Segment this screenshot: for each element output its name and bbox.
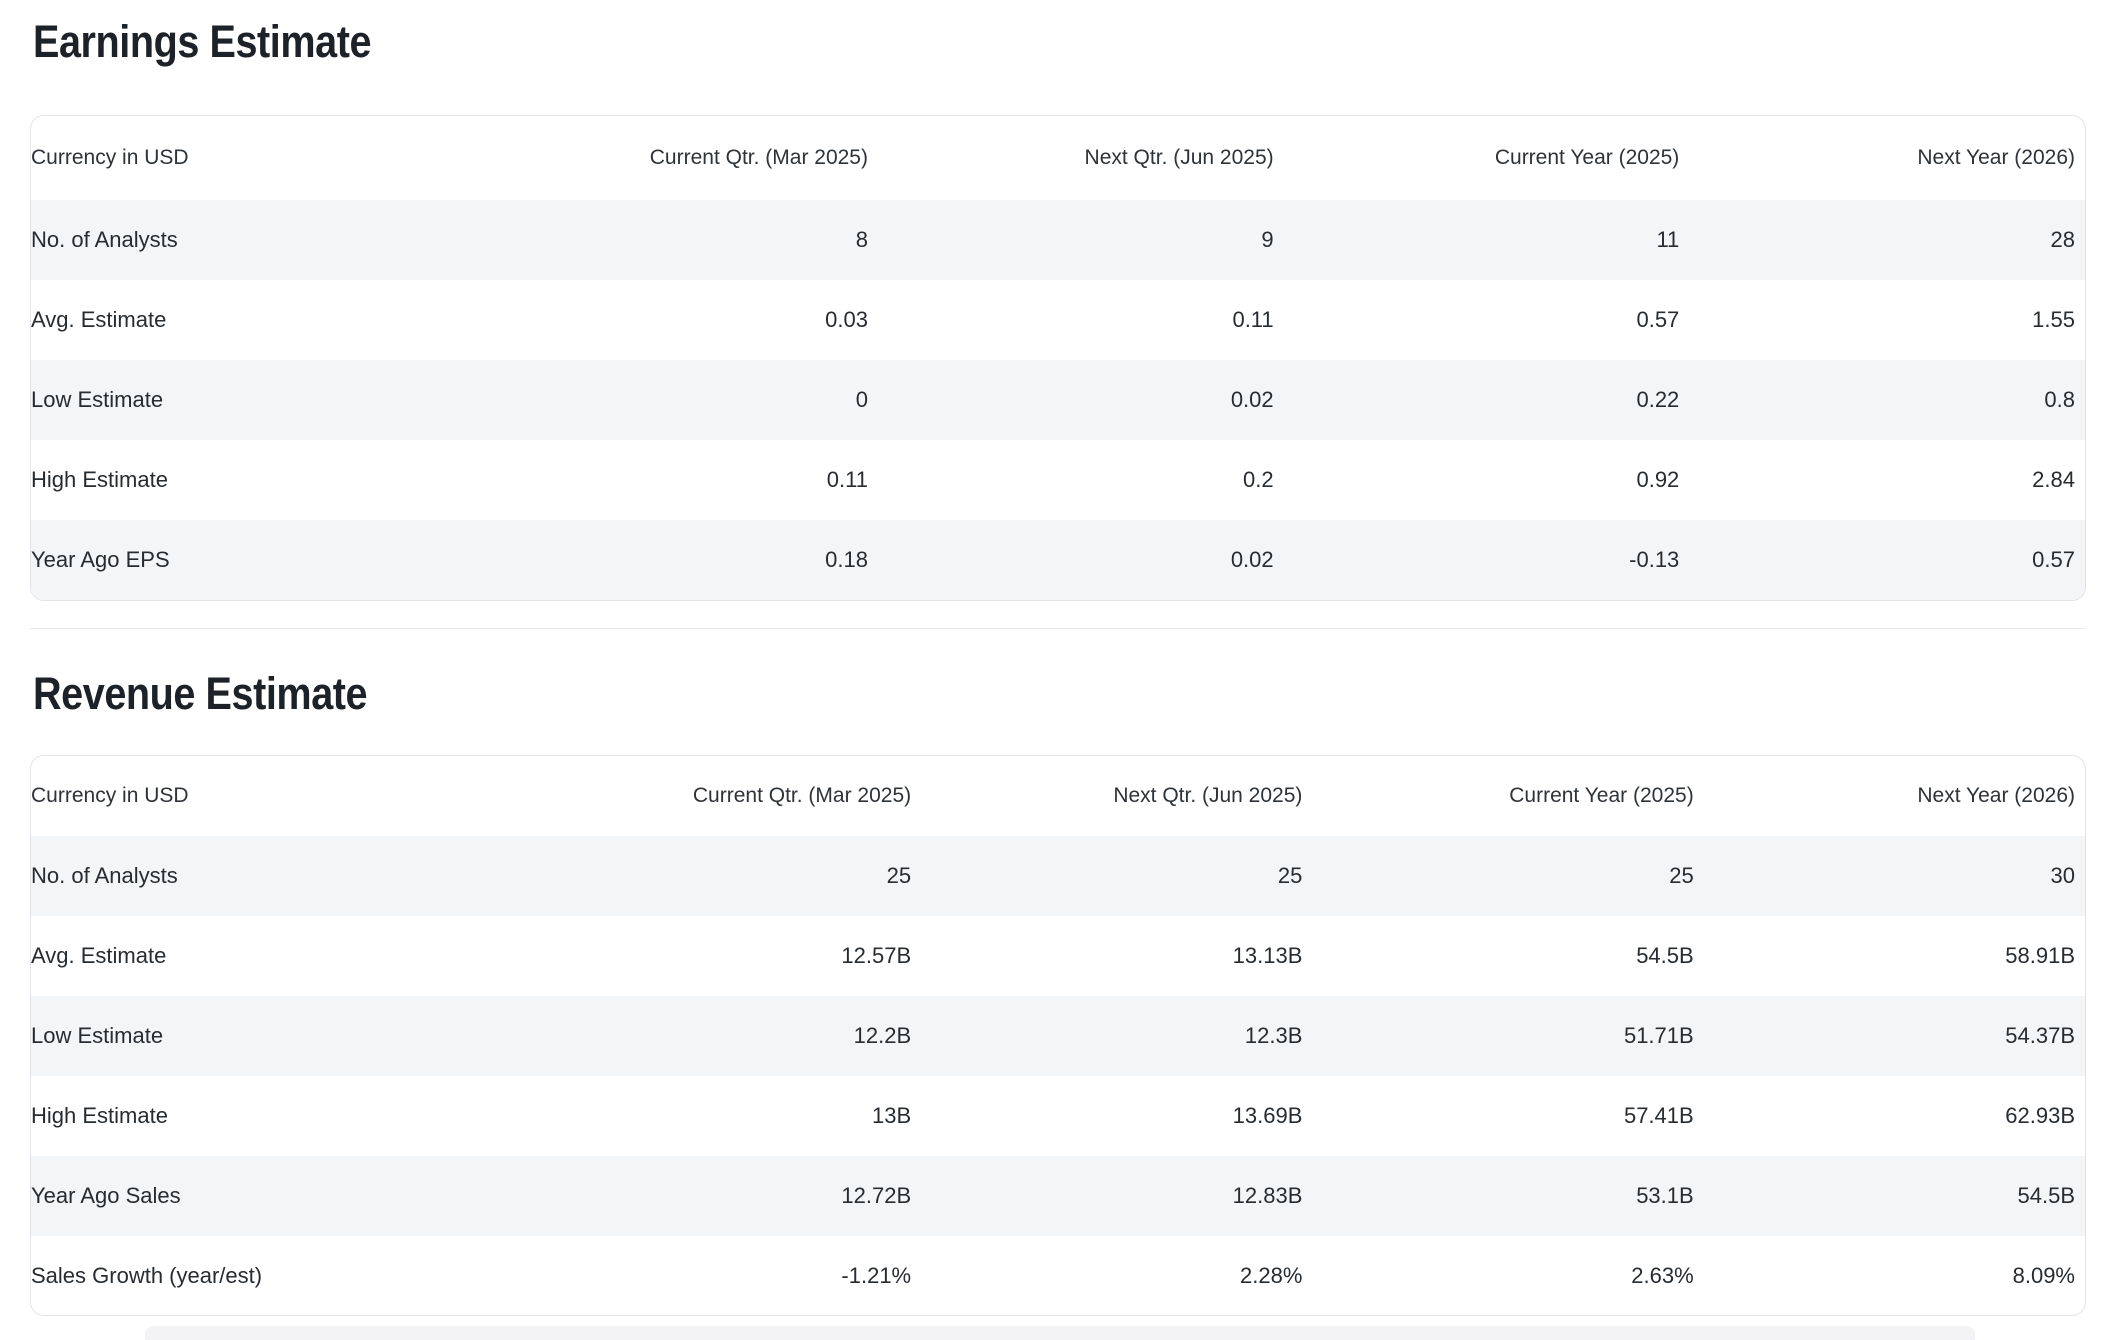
table-cell: 51.71B — [1302, 996, 1694, 1076]
table-cell: -1.21% — [841, 1263, 912, 1288]
table-cell: 54.37B — [1693, 996, 2085, 1076]
row-label: Low Estimate — [31, 360, 463, 440]
table-cell: 2.84 — [2032, 467, 2075, 492]
row-label: Sales Growth (year/est) — [31, 1263, 263, 1288]
table-cell: 13B — [871, 1103, 912, 1128]
row-label: No. of Analysts — [31, 200, 463, 280]
table-cell: 53.1B — [1302, 1156, 1694, 1236]
column-header-current-year: Current Year (2025) — [1494, 146, 1680, 169]
table-cell: -0.13 — [1273, 520, 1680, 600]
table-row: High Estimate 0.11 0.2 0.92 2.84 — [31, 440, 2085, 520]
table-cell: 62.93B — [2005, 1103, 2075, 1128]
table-cell: 0.57 — [1679, 520, 2085, 600]
row-label: Low Estimate — [31, 996, 520, 1076]
section-divider — [30, 628, 2086, 629]
table-cell: 54.5B — [1693, 1156, 2085, 1236]
table-cell: 0.92 — [1636, 467, 1680, 492]
revenue-estimate-card: Currency in USD Current Qtr. (Mar 2025) … — [30, 755, 2086, 1316]
table-row: High Estimate 13B 13.69B 57.41B 62.93B — [31, 1076, 2085, 1156]
table-cell: 25 — [911, 836, 1303, 916]
table-row: Avg. Estimate 12.57B 13.13B 54.5B 58.91B — [31, 916, 2085, 996]
table-row: Year Ago EPS 0.18 0.02 -0.13 0.57 — [31, 520, 2085, 600]
column-header-next-qtr: Next Qtr. (Jun 2025) — [1113, 784, 1303, 807]
revenue-estimate-title: Revenue Estimate — [33, 668, 368, 719]
table-cell: 1.55 — [2032, 307, 2075, 332]
column-header-next-year: Next Year (2026) — [1917, 146, 2075, 169]
next-section-partial-card — [145, 1326, 1975, 1340]
row-label: High Estimate — [31, 467, 168, 492]
table-cell: 2.63% — [1631, 1263, 1694, 1288]
table-cell: 13.69B — [1232, 1103, 1303, 1128]
table-cell: 12.72B — [519, 1156, 912, 1236]
table-cell: 11 — [1273, 200, 1680, 280]
row-label: Year Ago Sales — [31, 1156, 520, 1236]
table-row: Low Estimate 12.2B 12.3B 51.71B 54.37B — [31, 996, 2085, 1076]
row-label: No. of Analysts — [31, 836, 520, 916]
table-cell: 12.3B — [911, 996, 1303, 1076]
column-header-next-year: Next Year (2026) — [1917, 784, 2075, 807]
row-label: High Estimate — [31, 1103, 168, 1128]
revenue-estimate-table: Currency in USD Current Qtr. (Mar 2025) … — [31, 756, 2085, 1315]
table-cell: 0.03 — [825, 307, 868, 332]
earnings-estimate-title: Earnings Estimate — [33, 16, 372, 67]
table-cell: 8.09% — [2012, 1263, 2075, 1288]
table-cell: 25 — [1302, 836, 1694, 916]
earnings-estimate-card: Currency in USD Current Qtr. (Mar 2025) … — [30, 115, 2086, 601]
table-cell: 0.57 — [1636, 307, 1680, 332]
row-label: Year Ago EPS — [31, 520, 463, 600]
table-cell: 0.22 — [1273, 360, 1680, 440]
table-cell: 0.18 — [462, 520, 868, 600]
column-header-next-qtr: Next Qtr. (Jun 2025) — [1084, 146, 1274, 169]
column-header-current-qtr: Current Qtr. (Mar 2025) — [649, 146, 868, 169]
table-cell: 12.83B — [911, 1156, 1303, 1236]
table-cell: 30 — [1693, 836, 2085, 916]
column-header-current-year: Current Year (2025) — [1509, 784, 1694, 807]
table-row: No. of Analysts 25 25 25 30 — [31, 836, 2085, 916]
table-cell: 13.13B — [1232, 943, 1303, 968]
table-cell: 0 — [462, 360, 868, 440]
table-cell: 12.57B — [841, 943, 912, 968]
table-cell: 8 — [462, 200, 868, 280]
row-label: Avg. Estimate — [31, 943, 167, 968]
table-cell: 58.91B — [2005, 943, 2075, 968]
column-header-currency: Currency in USD — [31, 784, 189, 807]
table-header-row: Currency in USD Current Qtr. (Mar 2025) … — [31, 756, 2085, 836]
table-cell: 0.11 — [826, 467, 868, 492]
table-row: Low Estimate 0 0.02 0.22 0.8 — [31, 360, 2085, 440]
column-header-currency: Currency in USD — [31, 146, 189, 169]
row-label: Avg. Estimate — [31, 307, 167, 332]
table-cell: 0.2 — [1243, 467, 1274, 492]
earnings-estimate-table: Currency in USD Current Qtr. (Mar 2025) … — [31, 116, 2085, 600]
table-row: Sales Growth (year/est) -1.21% 2.28% 2.6… — [31, 1236, 2085, 1315]
table-cell: 12.2B — [519, 996, 912, 1076]
table-cell: 54.5B — [1636, 943, 1694, 968]
table-cell: 2.28% — [1240, 1263, 1303, 1288]
table-cell: 0.11 — [1232, 307, 1274, 332]
table-cell: 28 — [1679, 200, 2085, 280]
table-row: Year Ago Sales 12.72B 12.83B 53.1B 54.5B — [31, 1156, 2085, 1236]
table-header-row: Currency in USD Current Qtr. (Mar 2025) … — [31, 116, 2085, 200]
table-cell: 25 — [519, 836, 912, 916]
column-header-current-qtr: Current Qtr. (Mar 2025) — [692, 784, 912, 807]
table-row: No. of Analysts 8 9 11 28 — [31, 200, 2085, 280]
table-cell: 57.41B — [1623, 1103, 1694, 1128]
table-cell: 0.02 — [867, 360, 1274, 440]
table-cell: 0.02 — [867, 520, 1274, 600]
table-cell: 9 — [867, 200, 1274, 280]
table-row: Avg. Estimate 0.03 0.11 0.57 1.55 — [31, 280, 2085, 360]
table-cell: 0.8 — [1679, 360, 2085, 440]
